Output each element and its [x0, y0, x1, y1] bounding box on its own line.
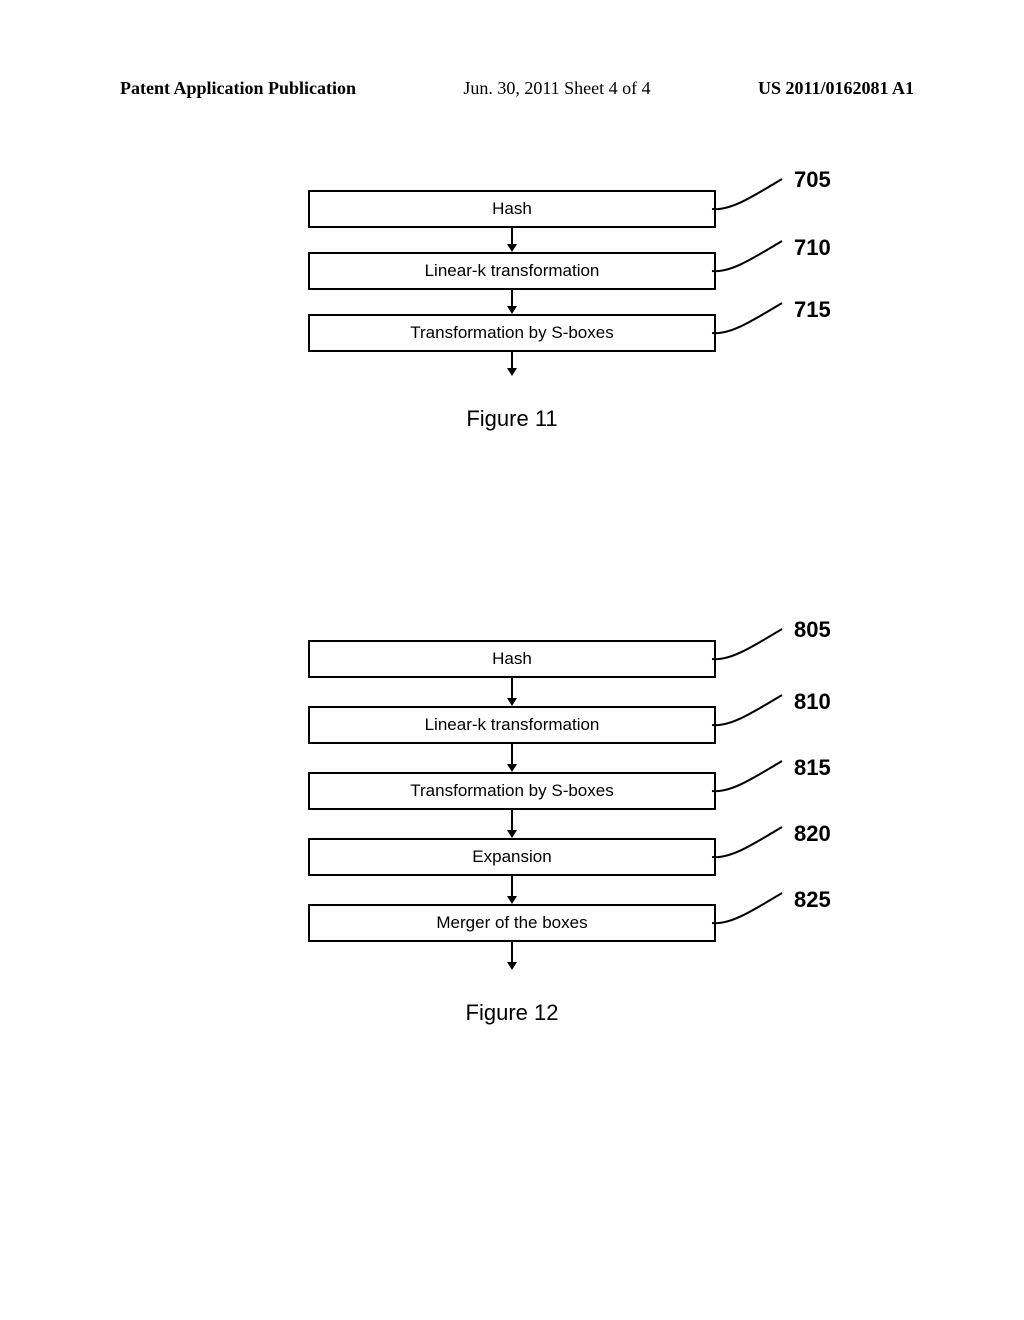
flow-box: Linear-k transformation	[308, 706, 716, 744]
leader-line: 810	[716, 719, 790, 731]
reference-number: 825	[794, 887, 831, 913]
page-header: Patent Application Publication Jun. 30, …	[0, 78, 1024, 99]
arrow-down-icon	[505, 876, 519, 904]
leader-line: 710	[716, 265, 790, 277]
flow-step: Transformation by S-boxes715	[308, 314, 716, 352]
flow-box: Linear-k transformation	[308, 252, 716, 290]
header-right: US 2011/0162081 A1	[758, 78, 914, 99]
leader-line: 705	[716, 203, 790, 215]
flow-step: Hash805	[308, 640, 716, 678]
arrow-down-icon	[505, 352, 519, 376]
reference-number: 810	[794, 689, 831, 715]
figure-caption: Figure 11	[466, 406, 557, 432]
arrow-down-icon	[505, 228, 519, 252]
reference-number: 710	[794, 235, 831, 261]
flow-box: Transformation by S-boxes	[308, 314, 716, 352]
flow-step: Merger of the boxes825	[308, 904, 716, 942]
arrow-down-icon	[505, 942, 519, 970]
flowchart: Hash805 Linear-k transformation810 Transfo…	[308, 640, 716, 970]
flow-step: Transformation by S-boxes815	[308, 772, 716, 810]
flowchart: Hash705 Linear-k transformation710 Transfo…	[308, 190, 716, 376]
arrow-down-icon	[505, 744, 519, 772]
reference-number: 805	[794, 617, 831, 643]
leader-line: 815	[716, 785, 790, 797]
flow-box: Merger of the boxes	[308, 904, 716, 942]
header-center: Jun. 30, 2011 Sheet 4 of 4	[463, 78, 650, 99]
arrow-down-icon	[505, 810, 519, 838]
leader-line: 820	[716, 851, 790, 863]
reference-number: 705	[794, 167, 831, 193]
leader-line: 805	[716, 653, 790, 665]
arrow-down-icon	[505, 678, 519, 706]
figure-11: Hash705 Linear-k transformation710 Transfo…	[308, 190, 716, 432]
leader-line: 715	[716, 327, 790, 339]
flow-box: Hash	[308, 640, 716, 678]
flow-step: Expansion820	[308, 838, 716, 876]
flow-box: Hash	[308, 190, 716, 228]
flow-step: Linear-k transformation710	[308, 252, 716, 290]
reference-number: 820	[794, 821, 831, 847]
reference-number: 715	[794, 297, 831, 323]
flow-box: Expansion	[308, 838, 716, 876]
arrow-down-icon	[505, 290, 519, 314]
reference-number: 815	[794, 755, 831, 781]
flow-box: Transformation by S-boxes	[308, 772, 716, 810]
leader-line: 825	[716, 917, 790, 929]
flow-step: Hash705	[308, 190, 716, 228]
figure-caption: Figure 12	[466, 1000, 559, 1026]
figure-12: Hash805 Linear-k transformation810 Transfo…	[308, 640, 716, 1026]
header-left: Patent Application Publication	[120, 78, 356, 99]
flow-step: Linear-k transformation810	[308, 706, 716, 744]
